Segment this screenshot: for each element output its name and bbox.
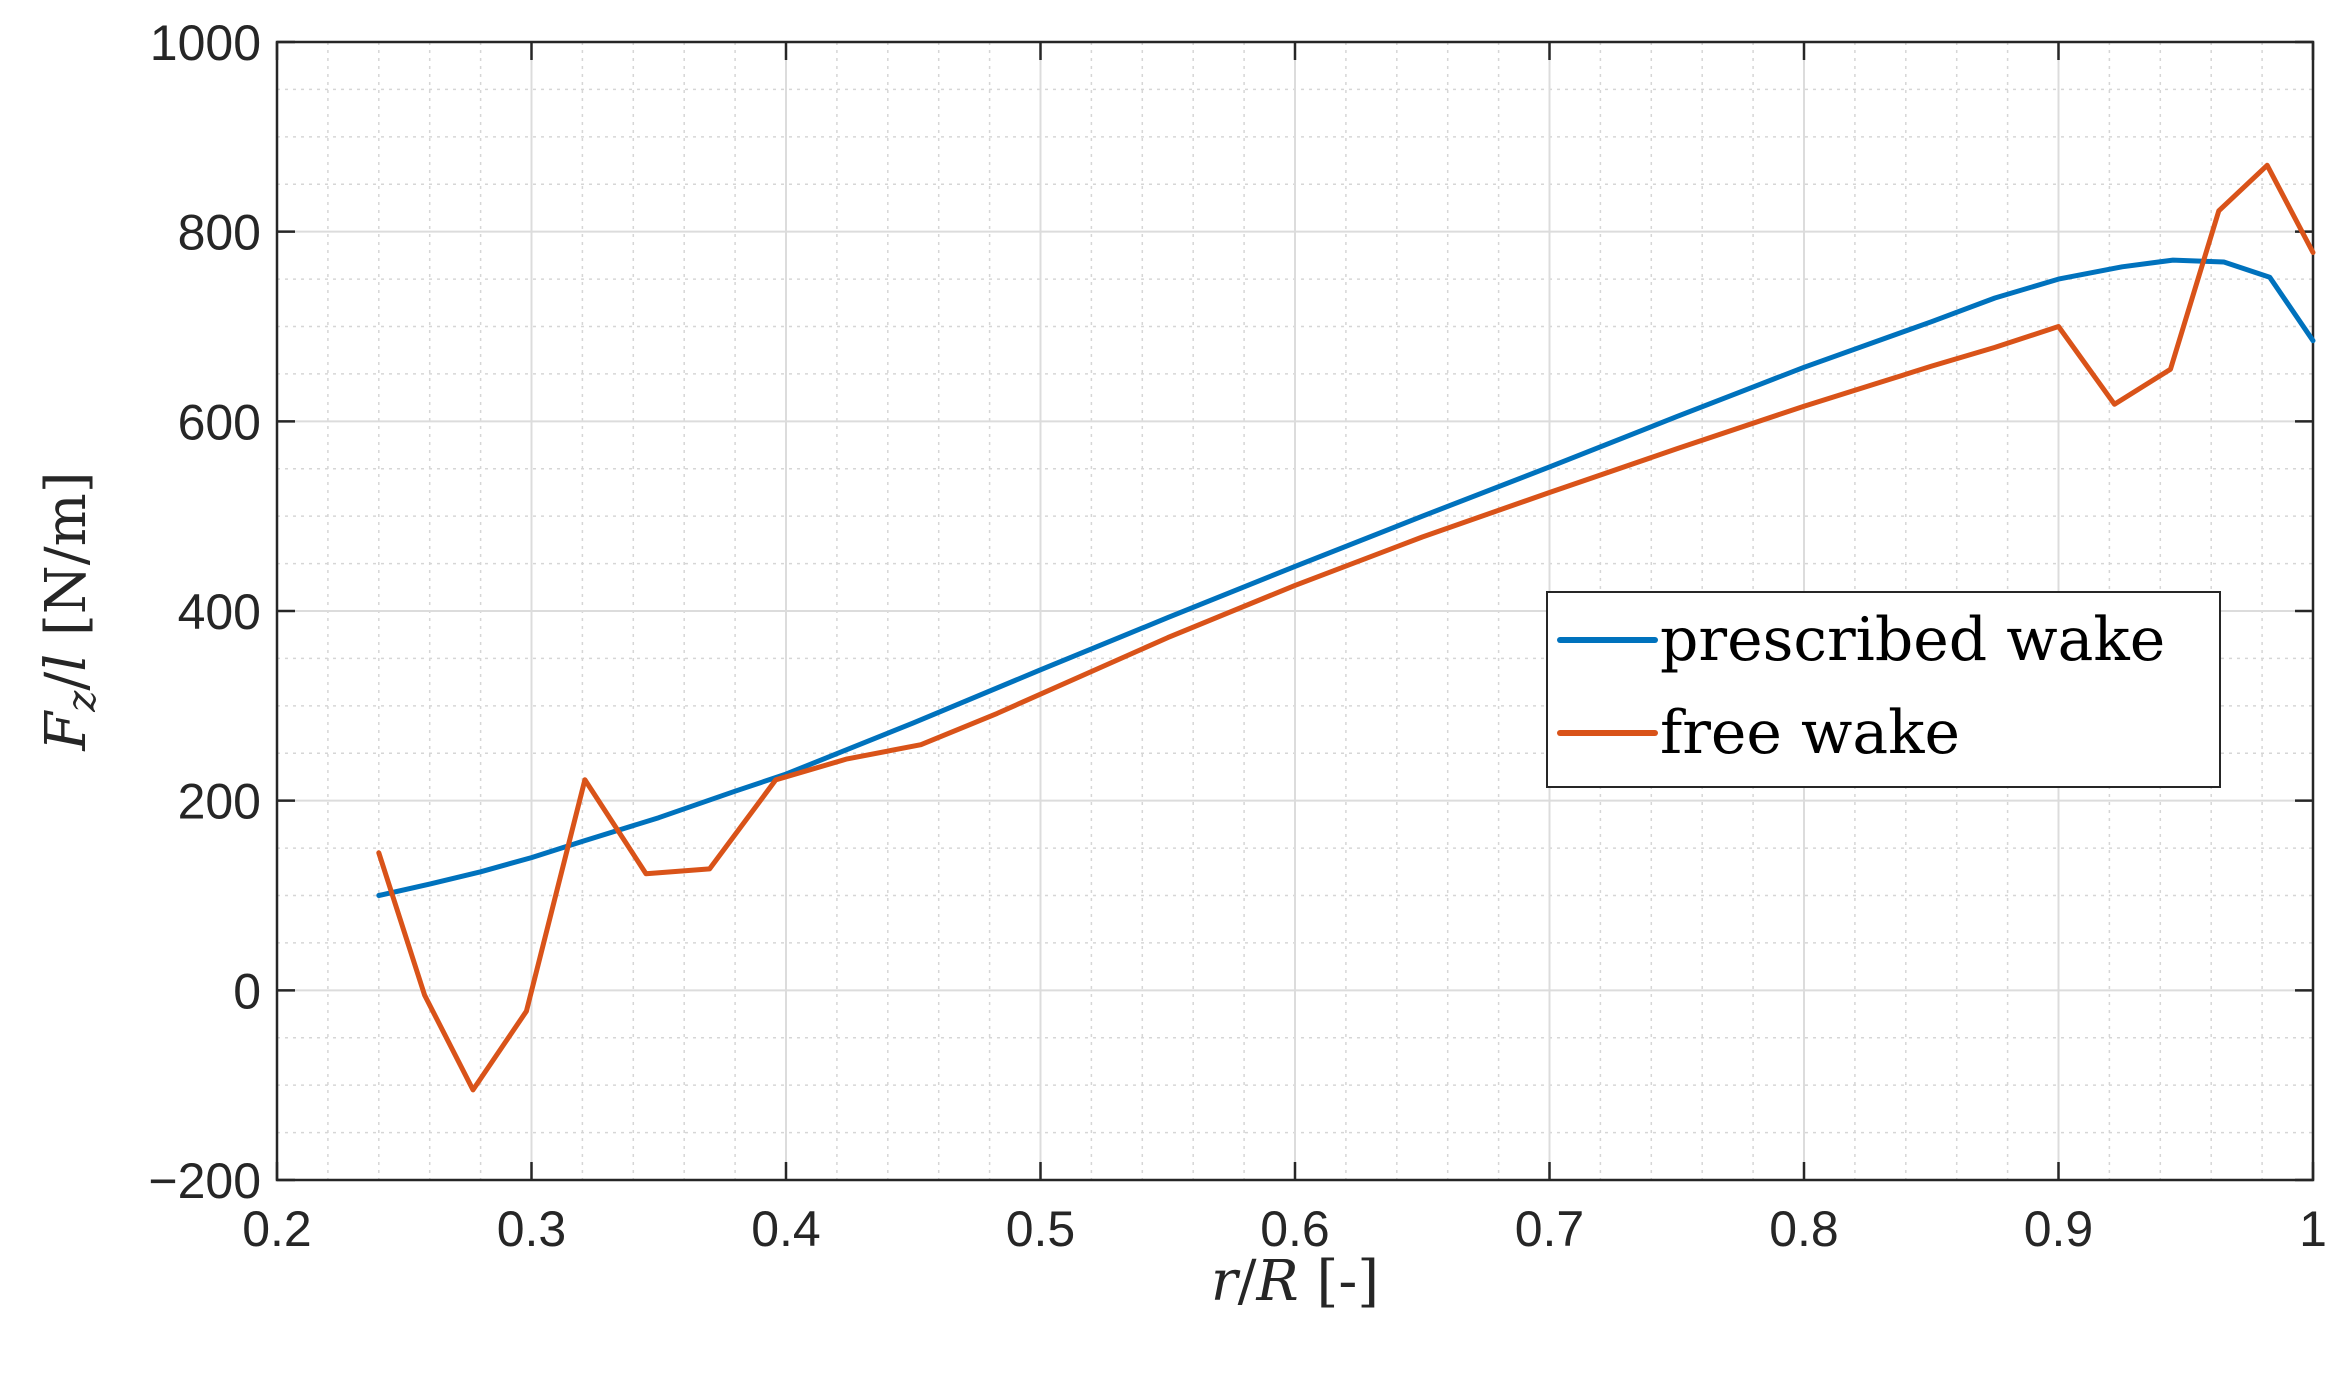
y-tick-label: 0	[233, 963, 261, 1019]
y-tick-label: 1000	[150, 15, 261, 71]
series-lines	[376, 162, 2316, 1093]
x-tick-label: 0.7	[1515, 1201, 1585, 1257]
x-tick-label: 0.4	[751, 1201, 821, 1257]
x-tick-labels: 0.2 0.3 0.4 0.5 0.6 0.7 0.8 0.9 1	[242, 1201, 2327, 1257]
legend: prescribed wake free wake	[1546, 591, 2221, 788]
x-tick-label: 0.2	[242, 1201, 312, 1257]
legend-label-free-wake: free wake	[1660, 698, 1960, 768]
y-tick-label: −200	[148, 1153, 261, 1209]
x-tick-label: 0.3	[497, 1201, 567, 1257]
series-line-free-wake	[376, 162, 2316, 1093]
y-tick-labels: −200 0 200 400 600 800 1000	[148, 15, 261, 1209]
x-tick-label: 0.5	[1006, 1201, 1076, 1257]
legend-label-prescribed-wake: prescribed wake	[1660, 605, 2165, 675]
legend-box	[1546, 591, 2221, 788]
x-axis-label: r/R [-]	[1211, 1249, 1379, 1314]
x-tick-label: 1	[2299, 1201, 2327, 1257]
y-tick-label: 600	[178, 394, 261, 450]
y-tick-label: 400	[178, 584, 261, 640]
x-tick-label: 0.6	[1260, 1201, 1330, 1257]
series-line-prescribed-wake	[376, 257, 2316, 898]
y-axis-label: Fz/l [N/m]	[34, 471, 105, 751]
x-tick-label: 0.8	[1769, 1201, 1839, 1257]
y-tick-label: 200	[178, 774, 261, 830]
y-tick-label: 800	[178, 205, 261, 261]
x-tick-label: 0.9	[2024, 1201, 2094, 1257]
